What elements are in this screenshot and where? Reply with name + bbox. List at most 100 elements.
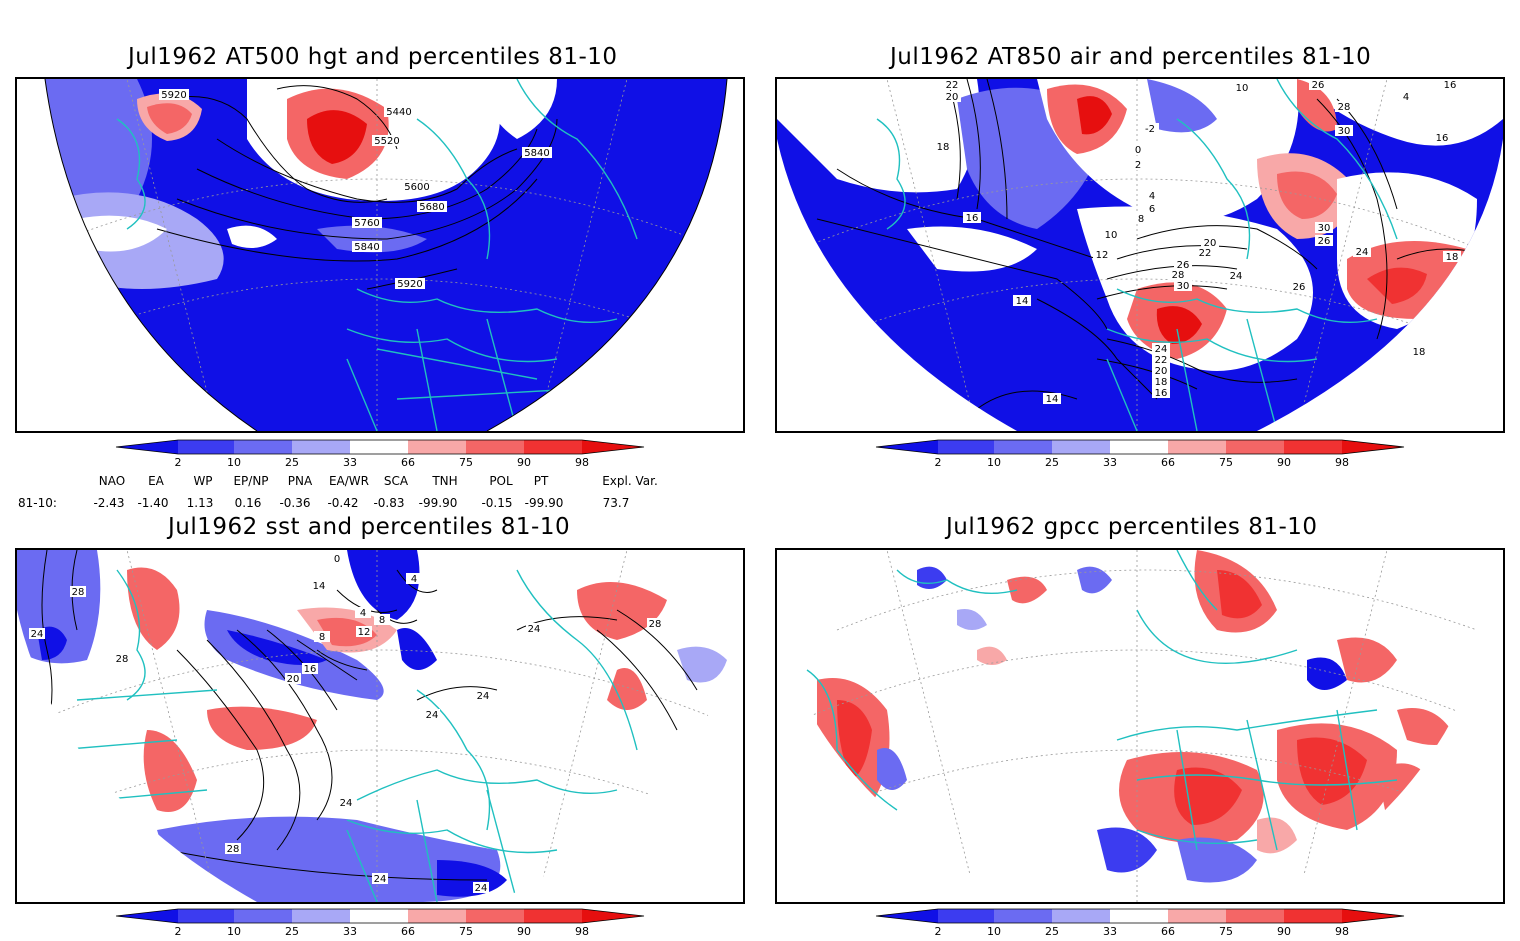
colorbar-label: 75 [459,456,473,468]
index-value: 0.16 [234,496,262,510]
index-header: TNH [432,474,458,488]
contour-label: 24 [374,874,387,885]
colorbar-label: 10 [227,925,241,937]
contour-label: 8 [319,632,325,643]
contour-label: 28 [649,619,662,630]
colorbar-label: 66 [1161,456,1175,468]
index-value: -0.36 [279,496,311,510]
contour-label: 28 [227,844,240,855]
contour-label: 16 [1444,80,1457,91]
contour-label: 24 [528,624,541,635]
panel-title-hgt: Jul1962 AT500 hgt and percentiles 81-10 [128,44,618,70]
index-value: -99.90 [524,496,564,510]
colorbar-label: 90 [517,456,531,468]
index-header: SCA [383,474,409,488]
teleconnection-indices: NAO EA WP EP/NP PNA EA/WR SCA TNH POL PT… [0,474,760,514]
contour-label: 24 [1356,247,1369,258]
contour-label: 0 [1135,145,1141,156]
panel-title-gpcc: Jul1962 gpcc percentiles 81-10 [946,514,1318,540]
contour-label: 26 [1318,236,1331,247]
colorbar-label: 25 [1045,456,1059,468]
contour-label: 2 [1135,160,1141,171]
contour-label: 24 [1230,271,1243,282]
colorbar-label: 2 [175,925,182,937]
map-panel-hgt: 5920 5440 5520 5600 5680 5760 5840 5840 … [15,77,745,433]
index-value: -0.83 [373,496,405,510]
map-sst-svg: 28 24 28 0 4 8 12 16 20 14 8 4 24 24 24 … [17,550,743,902]
colorbar-label: 90 [517,925,531,937]
contour-label: 6 [1149,204,1155,215]
contour-label: 18 [1155,377,1168,388]
contour-label: 5840 [524,148,549,159]
contour-label: 28 [1172,270,1185,281]
index-header: EA/WR [328,474,370,488]
contour-label: -2 [1145,124,1155,135]
colorbar-label: 33 [343,925,357,937]
index-value: -2.43 [93,496,125,510]
colorbar-bottom-right: 2 10 25 33 66 75 90 98 [870,907,1410,938]
contour-label: 4 [360,608,366,619]
contour-label: 14 [1016,296,1029,307]
index-header: POL [489,474,513,488]
contour-label: 30 [1338,126,1351,137]
colorbar-label: 25 [285,456,299,468]
contour-label: 10 [1236,83,1249,94]
contour-label: 5520 [374,136,399,147]
index-header: WP [193,474,213,488]
colorbar-label: 90 [1277,925,1291,937]
colorbar-label: 98 [1335,456,1349,468]
contour-label: 28 [116,654,129,665]
contour-label: 8 [379,615,385,626]
contour-label: 24 [31,629,44,640]
contour-label: 5440 [386,107,411,118]
contour-label: 16 [966,213,979,224]
contour-label: 24 [477,691,490,702]
map-panel-sst: 28 24 28 0 4 8 12 16 20 14 8 4 24 24 24 … [15,548,745,904]
colorbar-label: 98 [575,925,589,937]
colorbar-label: 90 [1277,456,1291,468]
contour-label: 20 [287,674,300,685]
colorbar-label: 33 [1103,925,1117,937]
contour-label: 18 [1413,347,1426,358]
colorbar-label: 2 [935,925,942,937]
colorbar-svg: 2 10 25 33 66 75 90 98 [875,439,1405,469]
index-value: -0.15 [481,496,513,510]
colorbar-label: 66 [1161,925,1175,937]
contour-label: 14 [313,581,326,592]
contour-label: 30 [1177,281,1190,292]
contour-label: 14 [1046,394,1059,405]
map-air-svg: 22 20 18 16 10 12 14 14 8 6 4 2 0 -2 20 … [777,79,1503,431]
contour-label: 20 [946,92,959,103]
colorbar-label: 75 [1219,925,1233,937]
contour-label: 22 [1199,248,1212,259]
colorbar-svg: 2 10 25 33 66 75 90 98 [115,908,645,938]
contour-label: 5600 [404,182,429,193]
colorbar-label: 75 [1219,456,1233,468]
contour-label: 4 [411,574,417,585]
colorbar-label: 33 [1103,456,1117,468]
contour-label: 30 [1318,223,1331,234]
colorbar-label: 2 [935,456,942,468]
contour-label: 20 [1204,238,1217,249]
contour-label: 5920 [397,279,422,290]
colorbar-label: 2 [175,456,182,468]
colorbar-label: 66 [401,456,415,468]
colorbar-label: 10 [987,925,1001,937]
contour-label: 5680 [419,202,444,213]
map-hgt-svg: 5920 5440 5520 5600 5680 5760 5840 5840 … [44,79,728,431]
index-value: 1.13 [186,496,214,510]
index-value: -1.40 [137,496,169,510]
contour-label: 16 [304,664,317,675]
map-panel-air: 22 20 18 16 10 12 14 14 8 6 4 2 0 -2 20 … [775,77,1505,433]
contour-label: 22 [946,80,959,91]
contour-label: 28 [72,587,85,598]
contour-label: 5760 [354,218,379,229]
contour-label: 26 [1293,282,1306,293]
colorbar-bottom-left: 2 10 25 33 66 75 90 98 [110,907,650,938]
panel-title-sst: Jul1962 sst and percentiles 81-10 [168,514,571,540]
index-header: NAO [98,474,126,488]
index-value: -0.42 [327,496,359,510]
contour-label: 20 [1155,366,1168,377]
colorbar-label: 25 [1045,925,1059,937]
panel-title-air: Jul1962 AT850 air and percentiles 81-10 [890,44,1372,70]
